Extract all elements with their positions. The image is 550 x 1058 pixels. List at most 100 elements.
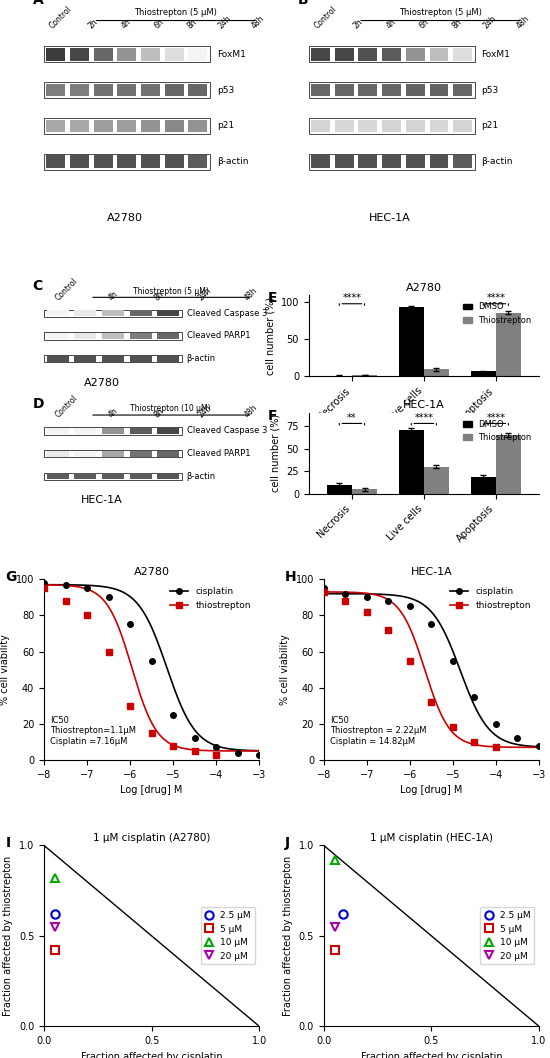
Bar xyxy=(352,375,377,376)
Bar xyxy=(44,83,210,98)
Text: 2h: 2h xyxy=(351,17,365,31)
Text: 4h: 4h xyxy=(107,406,120,420)
Bar xyxy=(102,451,124,456)
Text: β-actin: β-actin xyxy=(187,472,216,480)
X-axis label: Log [drug] M: Log [drug] M xyxy=(400,785,463,796)
Bar xyxy=(44,450,182,457)
X-axis label: Fraction affected by cisplatin: Fraction affected by cisplatin xyxy=(361,1052,502,1058)
Bar xyxy=(430,84,448,96)
Title: HEC-1A: HEC-1A xyxy=(403,400,445,411)
Text: p21: p21 xyxy=(481,122,498,130)
Bar xyxy=(47,473,69,479)
Bar xyxy=(189,48,207,60)
Text: Thiostrepton (5 μM): Thiostrepton (5 μM) xyxy=(133,287,208,295)
Text: F: F xyxy=(267,408,277,422)
Bar xyxy=(496,312,521,376)
Text: 24h: 24h xyxy=(197,403,213,420)
Text: IC50
Thiostrepton=1.1μM
Cisplatin =7.16μM: IC50 Thiostrepton=1.1μM Cisplatin =7.16μ… xyxy=(51,716,136,746)
X-axis label: Log [drug] M: Log [drug] M xyxy=(120,785,183,796)
Text: Control: Control xyxy=(47,4,74,31)
Bar xyxy=(165,156,184,168)
Title: 1 μM cisplatin (A2780): 1 μM cisplatin (A2780) xyxy=(93,834,210,843)
Bar xyxy=(102,427,124,434)
Text: 24h: 24h xyxy=(217,14,233,31)
Y-axis label: % cell viability: % cell viability xyxy=(280,634,290,705)
Bar xyxy=(157,333,179,339)
Text: β-actin: β-actin xyxy=(481,158,513,166)
Bar xyxy=(496,435,521,494)
Bar xyxy=(189,156,207,168)
Text: FoxM1: FoxM1 xyxy=(217,50,245,59)
Text: 48h: 48h xyxy=(250,14,266,31)
Bar xyxy=(359,48,377,60)
Bar xyxy=(471,371,496,376)
Bar xyxy=(44,118,210,134)
Bar xyxy=(430,48,448,60)
Bar xyxy=(47,333,69,339)
Bar xyxy=(44,473,182,480)
Text: 6h: 6h xyxy=(417,17,431,31)
Bar xyxy=(141,120,160,132)
Bar xyxy=(46,120,65,132)
Bar xyxy=(335,120,354,132)
Legend: cisplatin, thiostrepton: cisplatin, thiostrepton xyxy=(167,584,255,614)
Text: 24h: 24h xyxy=(197,286,213,303)
Bar xyxy=(47,451,69,456)
Bar xyxy=(117,156,136,168)
Bar xyxy=(117,120,136,132)
Text: HEC-1A: HEC-1A xyxy=(81,495,123,506)
Bar xyxy=(382,120,401,132)
Bar xyxy=(406,84,425,96)
Bar xyxy=(406,48,425,60)
Y-axis label: Fraction affected by thiostrepton: Fraction affected by thiostrepton xyxy=(3,856,13,1016)
Bar xyxy=(453,48,472,60)
Bar xyxy=(44,47,210,62)
Bar xyxy=(189,120,207,132)
Text: 6h: 6h xyxy=(152,17,166,31)
Bar xyxy=(130,333,152,339)
Legend: 2.5 μM, 5 μM, 10 μM, 20 μM: 2.5 μM, 5 μM, 10 μM, 20 μM xyxy=(480,908,535,964)
Text: IC50
Thiostrepton = 2.22μM
Cisplatin = 14.82μM: IC50 Thiostrepton = 2.22μM Cisplatin = 1… xyxy=(330,716,427,746)
Text: 2h: 2h xyxy=(87,17,100,31)
Text: Cleaved PARP1: Cleaved PARP1 xyxy=(187,449,250,458)
Legend: DMSO, Thiostrepton: DMSO, Thiostrepton xyxy=(460,417,535,445)
Bar xyxy=(399,308,424,376)
Bar xyxy=(165,120,184,132)
Text: D: D xyxy=(32,397,44,411)
Bar xyxy=(74,473,96,479)
Bar xyxy=(453,84,472,96)
X-axis label: Fraction affected by cisplatin: Fraction affected by cisplatin xyxy=(81,1052,222,1058)
Bar xyxy=(311,156,330,168)
Bar xyxy=(382,84,401,96)
Bar xyxy=(46,84,65,96)
Bar xyxy=(141,156,160,168)
Title: HEC-1A: HEC-1A xyxy=(410,567,452,577)
Bar xyxy=(102,473,124,479)
Text: 8h: 8h xyxy=(450,17,463,31)
Bar xyxy=(102,333,124,339)
Bar xyxy=(141,48,160,60)
Text: J: J xyxy=(285,837,290,851)
Bar xyxy=(359,156,377,168)
Bar xyxy=(102,355,124,362)
Bar xyxy=(311,120,330,132)
Text: Cleaved PARP1: Cleaved PARP1 xyxy=(187,331,250,341)
Bar xyxy=(157,451,179,456)
Bar xyxy=(430,156,448,168)
Bar xyxy=(44,332,182,340)
Text: Thiostrepton (5 μM): Thiostrepton (5 μM) xyxy=(399,7,482,17)
Bar xyxy=(130,355,152,362)
Bar xyxy=(335,48,354,60)
Text: A2780: A2780 xyxy=(84,378,119,387)
Bar xyxy=(130,310,152,316)
Bar xyxy=(70,120,89,132)
Text: A: A xyxy=(32,0,43,6)
Bar xyxy=(335,156,354,168)
Bar xyxy=(117,48,136,60)
Text: p21: p21 xyxy=(217,122,234,130)
Legend: cisplatin, thiostrepton: cisplatin, thiostrepton xyxy=(447,584,535,614)
Text: β-actin: β-actin xyxy=(217,158,248,166)
Text: ****: **** xyxy=(343,293,361,303)
Bar xyxy=(165,48,184,60)
Text: 24h: 24h xyxy=(481,14,498,31)
